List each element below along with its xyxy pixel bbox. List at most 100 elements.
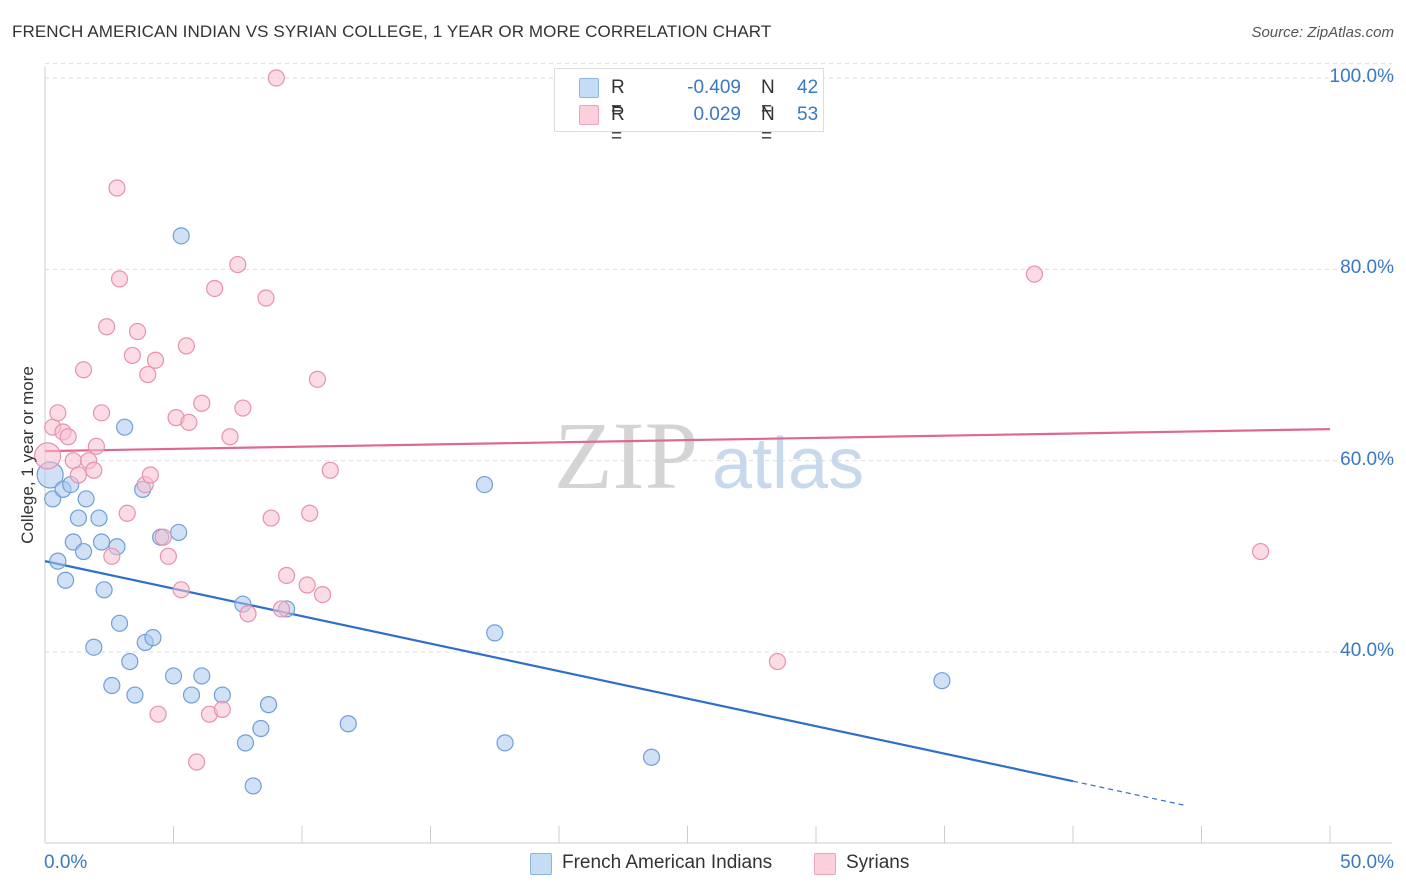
legend-r-value: -0.409 — [687, 77, 741, 98]
point-syrians — [149, 705, 167, 723]
point-french-american-indians — [49, 552, 67, 570]
point-french-american-indians — [103, 676, 121, 695]
legend-r-label: R = — [611, 77, 625, 120]
point-french-american-indians — [164, 667, 183, 685]
point-french-american-indians — [193, 667, 211, 685]
point-syrians — [98, 318, 116, 336]
point-syrians — [239, 605, 257, 623]
point-syrians — [139, 365, 157, 384]
watermark: ZIP atlas — [554, 402, 864, 509]
point-french-american-indians — [90, 509, 108, 527]
point-syrians — [108, 179, 126, 197]
point-french-american-indians — [77, 490, 95, 508]
point-syrians — [87, 437, 106, 455]
point-french-american-indians — [475, 475, 494, 494]
trend-line-1 — [44, 427, 1331, 453]
point-syrians — [257, 289, 275, 307]
point-syrians — [49, 404, 67, 422]
point-french-american-indians — [126, 686, 144, 704]
trend-lines — [44, 427, 1331, 806]
point-french-american-indians — [213, 686, 231, 704]
point-syrians — [74, 361, 93, 379]
point-syrians — [33, 442, 62, 470]
point-syrians — [180, 413, 198, 431]
point-syrians — [313, 585, 332, 604]
point-syrians — [301, 504, 319, 522]
point-syrians — [92, 404, 111, 422]
bottom-legend-swatch-blue — [530, 853, 552, 875]
point-french-american-indians — [933, 672, 951, 690]
point-syrians — [159, 547, 177, 565]
y-tick-label: 60.0% — [1340, 448, 1394, 470]
point-syrians — [221, 428, 239, 446]
y-tick-label: 100.0% — [1329, 66, 1394, 87]
point-french-american-indians — [92, 533, 111, 551]
point-french-american-indians — [74, 542, 93, 561]
point-french-american-indians — [69, 509, 88, 527]
x-tick-label: 0.0% — [44, 852, 88, 873]
legend-r-label: R = — [611, 104, 625, 147]
point-syrians — [141, 466, 159, 484]
point-french-american-indians — [95, 581, 113, 599]
point-french-american-indians — [642, 748, 661, 766]
point-syrians — [1252, 542, 1270, 561]
point-french-american-indians — [121, 652, 139, 671]
point-syrians — [128, 322, 147, 341]
point-french-american-indians — [116, 418, 134, 436]
point-french-american-indians — [170, 523, 188, 542]
trend-line-0 — [44, 560, 1074, 783]
point-syrians — [177, 337, 195, 355]
point-french-american-indians — [486, 624, 504, 642]
point-french-american-indians — [85, 638, 103, 656]
legend-swatch-blue — [579, 78, 599, 98]
point-syrians — [298, 576, 316, 594]
legend-n-value: 53 — [797, 104, 819, 125]
bottom-legend-swatch-pink — [814, 853, 836, 875]
watermark-zip: ZIP — [554, 402, 698, 509]
point-syrians — [85, 461, 103, 479]
point-french-american-indians — [172, 227, 190, 245]
point-syrians — [154, 528, 172, 546]
watermark-atlas: atlas — [712, 424, 864, 504]
data-points — [33, 69, 1270, 795]
point-syrians — [103, 547, 121, 565]
point-syrians — [206, 279, 224, 298]
point-french-american-indians — [236, 734, 255, 752]
point-french-american-indians — [110, 614, 129, 632]
point-syrians — [1025, 265, 1044, 283]
point-syrians — [272, 600, 291, 618]
point-syrians — [193, 394, 211, 412]
point-french-american-indians — [244, 777, 262, 795]
point-syrians — [277, 566, 296, 585]
point-french-american-indians — [182, 686, 201, 704]
point-syrians — [64, 452, 82, 470]
y-tick-label: 40.0% — [1340, 640, 1394, 661]
y-axis-label: College, 1 year or more — [18, 366, 37, 544]
point-french-american-indians — [56, 571, 75, 589]
point-syrians — [213, 700, 231, 719]
trend-line-extension-0 — [1072, 780, 1184, 806]
bottom-legend-label: Syrians — [846, 852, 910, 873]
point-syrians — [59, 428, 77, 446]
gridlines — [45, 63, 1392, 653]
point-syrians — [188, 753, 206, 771]
point-french-american-indians — [339, 715, 357, 733]
point-syrians — [69, 466, 88, 484]
legend-swatch-pink — [579, 105, 599, 125]
legend-n-value: 42 — [797, 77, 819, 98]
point-french-american-indians — [496, 734, 514, 752]
chart-title: FRENCH AMERICAN INDIAN VS SYRIAN COLLEGE… — [12, 22, 772, 41]
point-syrians — [768, 652, 787, 671]
point-syrians — [146, 351, 165, 369]
point-syrians — [262, 509, 280, 527]
legend-r-value: 0.029 — [693, 104, 741, 125]
point-french-american-indians — [252, 719, 270, 738]
y-tick-label: 80.0% — [1340, 257, 1394, 279]
point-syrians — [110, 270, 129, 288]
x-tick-label: 50.0% — [1340, 852, 1394, 873]
point-french-american-indians — [259, 696, 278, 714]
correlation-legend: R = -0.409 N = 42 R = 0.029 N = 53 — [554, 68, 824, 147]
point-syrians — [118, 504, 136, 522]
point-syrians — [321, 461, 339, 479]
